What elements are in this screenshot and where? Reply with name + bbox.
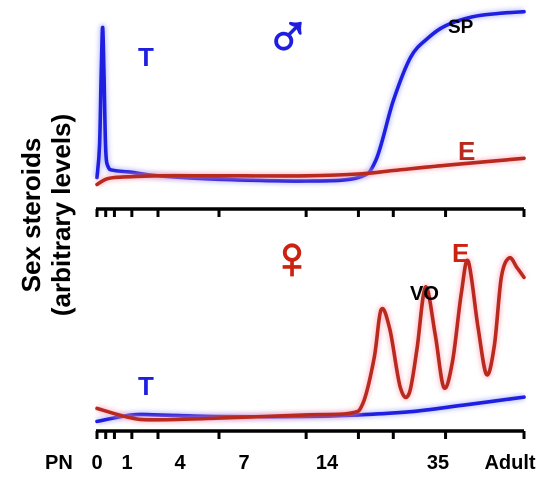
x-tick-label-35: 35: [427, 452, 449, 474]
x-tick-label-1: 1: [121, 452, 132, 474]
male-x-ticks: [95, 209, 526, 217]
female-annotation-e: E: [452, 238, 469, 268]
female-series-e-line: [95, 255, 526, 422]
female-series: [95, 254, 527, 425]
female-x-ticks: [95, 431, 526, 439]
male-series-e-line: [95, 156, 526, 187]
male-annotation-e: E: [458, 136, 475, 166]
female-annotation-t: T: [138, 371, 154, 401]
male-symbol: ♂: [265, 0, 312, 69]
female-annotation-vo: VO: [410, 283, 439, 305]
male-annotation-sp: SP: [448, 17, 474, 38]
female-panel: ♀ VO E T: [95, 223, 527, 439]
x-tick-label-7: 7: [238, 452, 249, 474]
female-symbol: ♀: [270, 224, 315, 291]
y-axis-label-line2: (arbitrary levels): [46, 114, 76, 316]
x-tick-label-0: 0: [91, 452, 102, 474]
male-series: [93, 8, 526, 188]
x-tick-labels: PN 0 1 4 7 14 35 Adult: [45, 452, 536, 474]
male-annotation-t: T: [138, 42, 154, 72]
x-tick-label-14: 14: [316, 452, 339, 474]
y-axis-label: Sex steroids (arbitrary levels): [16, 114, 76, 316]
x-tick-label-4: 4: [174, 452, 186, 474]
male-panel: ♂ T SP E: [93, 0, 526, 217]
x-tick-label-adult: Adult: [484, 452, 535, 474]
x-tick-label-pn: PN: [45, 452, 73, 474]
y-axis-label-line1: Sex steroids: [16, 138, 46, 293]
